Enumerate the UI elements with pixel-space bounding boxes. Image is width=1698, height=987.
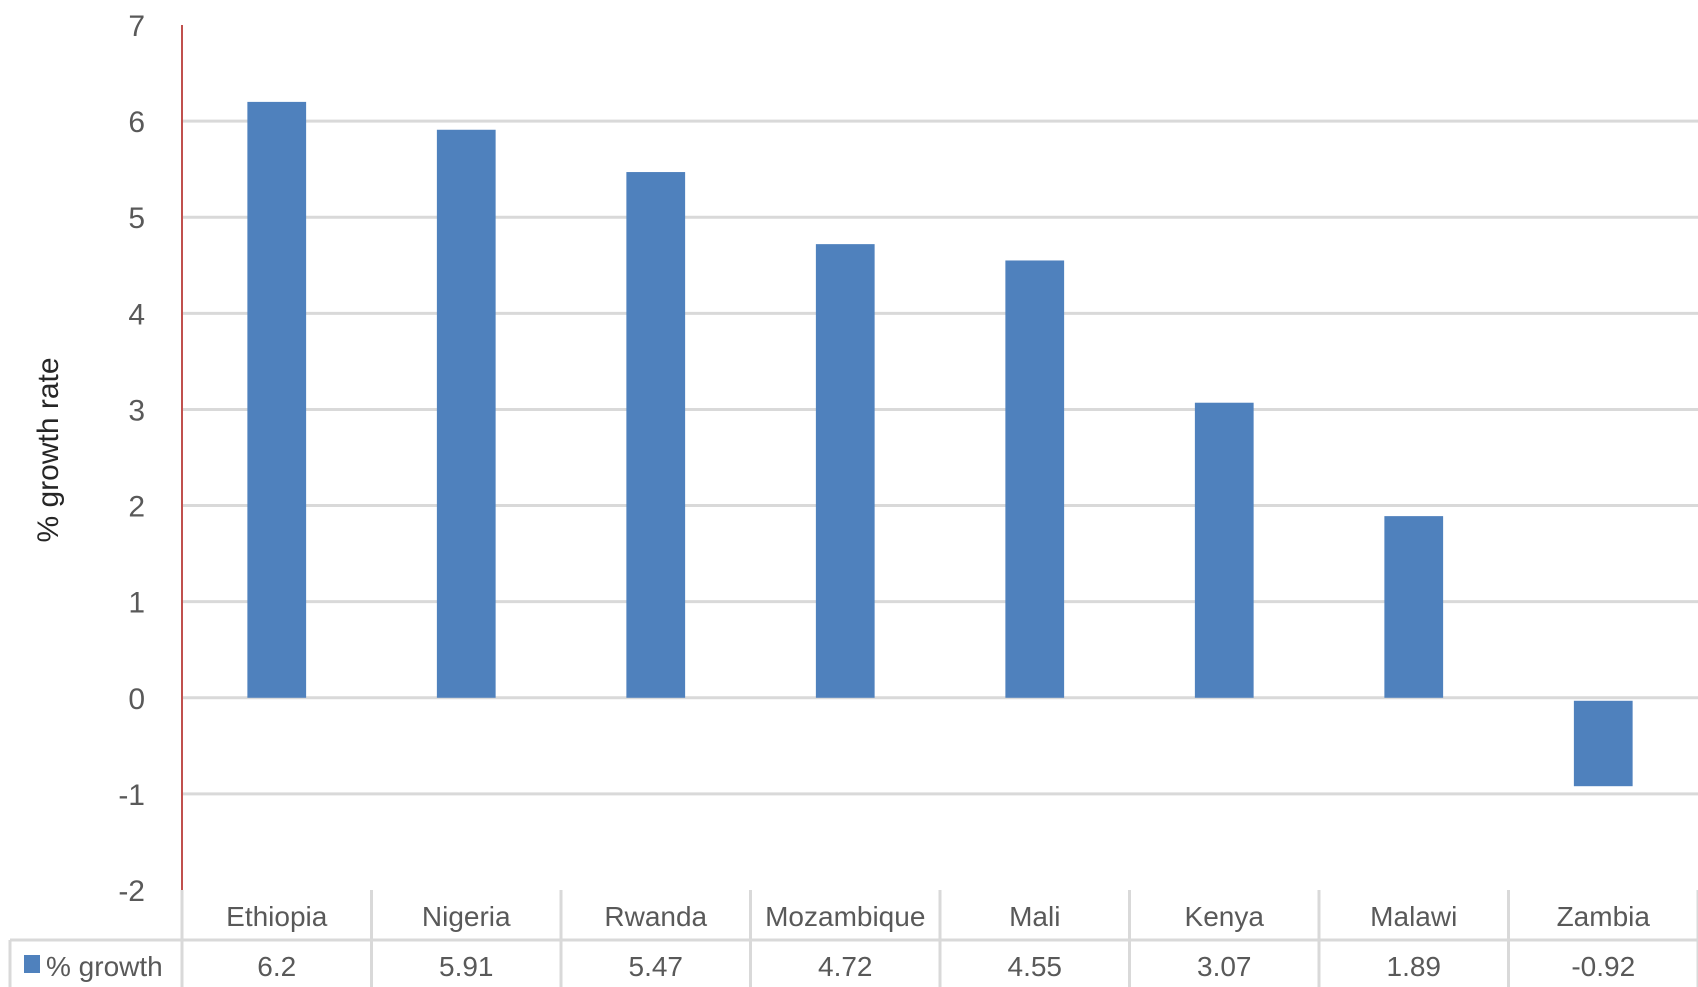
bar-rwanda <box>626 172 686 698</box>
category-label: Zambia <box>1557 901 1651 932</box>
y-tick-label: 0 <box>128 683 145 716</box>
y-axis-ticks: 7 6 5 4 3 2 1 0 -1 -2 <box>118 10 145 908</box>
category-label: Kenya <box>1185 901 1265 932</box>
data-table-value: 1.89 <box>1387 951 1442 982</box>
legend-key-swatch <box>24 955 40 973</box>
bar-mozambique <box>815 244 875 698</box>
y-tick-label: 2 <box>128 491 145 524</box>
category-label: Nigeria <box>422 901 511 932</box>
bar-zambia <box>1573 700 1633 787</box>
data-table-value: 4.72 <box>818 951 873 982</box>
category-label: Ethiopia <box>226 901 328 932</box>
category-label: Mozambique <box>765 901 925 932</box>
y-tick-label: -1 <box>118 779 145 812</box>
data-table-value: -0.92 <box>1571 951 1635 982</box>
data-table-value: 6.2 <box>257 951 296 982</box>
gridlines <box>182 119 1698 796</box>
category-label: Rwanda <box>604 901 707 932</box>
bars <box>247 101 1633 787</box>
data-table-value: 3.07 <box>1197 951 1252 982</box>
data-table-value: 4.55 <box>1008 951 1063 982</box>
y-tick-label: 3 <box>128 394 145 427</box>
y-tick-label: -2 <box>118 875 145 908</box>
category-label: Mali <box>1009 901 1060 932</box>
y-tick-label: 4 <box>128 298 145 331</box>
legend-series-name: % growth <box>46 951 163 982</box>
y-axis-label: % growth rate <box>32 357 65 542</box>
bar-ethiopia <box>247 101 307 698</box>
y-tick-label: 7 <box>128 10 145 43</box>
bar-mali <box>1005 260 1065 698</box>
y-tick-label: 1 <box>128 587 145 620</box>
bar-malawi <box>1384 516 1444 698</box>
bar-kenya <box>1194 402 1254 698</box>
bar-nigeria <box>436 129 496 698</box>
data-table: % growth Ethiopia 6.2 Nigeria 5.91 Rwanda 5.4… <box>8 890 1698 987</box>
data-table-value: 5.91 <box>439 951 494 982</box>
y-tick-label: 5 <box>128 202 145 235</box>
y-tick-label: 6 <box>128 106 145 139</box>
category-label: Malawi <box>1370 901 1457 932</box>
data-table-value: 5.47 <box>629 951 684 982</box>
